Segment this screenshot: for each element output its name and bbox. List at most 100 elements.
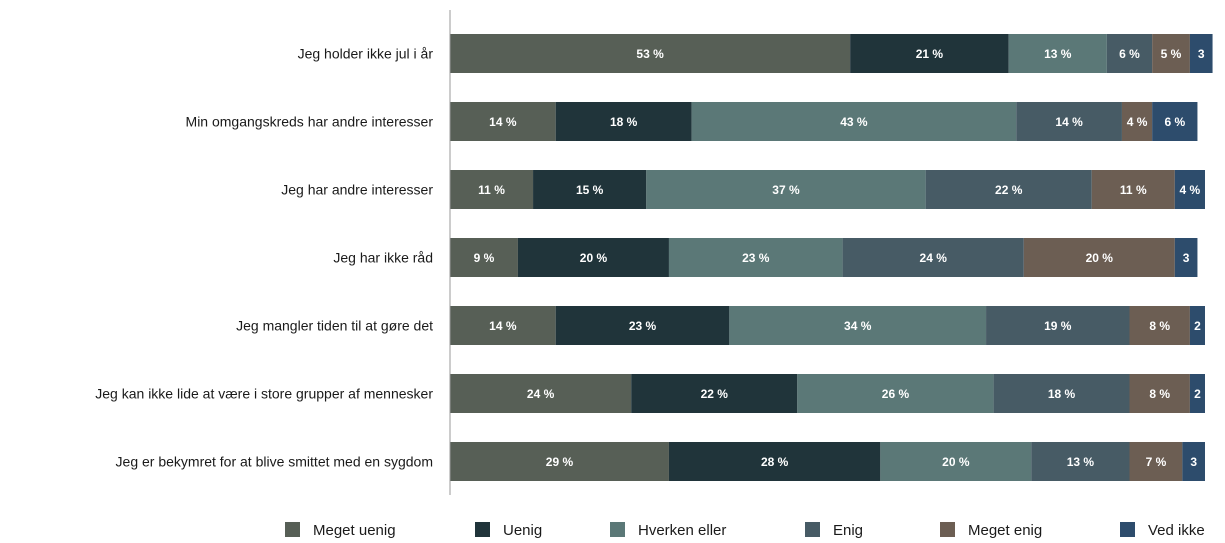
data-label: 11 %	[1120, 183, 1147, 197]
bar-segment	[797, 374, 994, 413]
legend-label: Enig	[833, 522, 863, 539]
bar-segment	[1106, 34, 1153, 73]
data-label: 24 %	[920, 251, 948, 265]
bar-segment	[450, 238, 518, 277]
data-label: 4 %	[1180, 183, 1201, 197]
category-label: Min omgangskreds har andre interesser	[186, 114, 434, 130]
bar-segment	[1129, 374, 1190, 413]
bar-segment	[1008, 34, 1107, 73]
bar-segment	[1174, 238, 1198, 277]
bar-segment	[450, 170, 534, 209]
data-label: 2	[1194, 319, 1201, 333]
legend-swatch	[1120, 522, 1135, 537]
data-label: 13 %	[1067, 455, 1095, 469]
data-label: 4 %	[1127, 115, 1148, 129]
bar-segment	[986, 306, 1130, 345]
bar-segment	[925, 170, 1092, 209]
bar-segment	[1189, 34, 1213, 73]
data-label: 23 %	[742, 251, 770, 265]
data-label: 22 %	[701, 387, 729, 401]
data-label: 28 %	[761, 455, 789, 469]
bar-segment	[1174, 170, 1205, 209]
bar-segment	[450, 442, 669, 481]
category-label: Jeg har ikke råd	[333, 250, 433, 266]
data-label: 6 %	[1119, 47, 1140, 61]
data-label: 29 %	[546, 455, 574, 469]
bar-segment	[850, 34, 1009, 73]
legend-label: Meget enig	[968, 522, 1042, 539]
bar-segment	[668, 238, 843, 277]
data-label: 5 %	[1161, 47, 1182, 61]
data-label: 34 %	[844, 319, 872, 333]
data-label: 53 %	[636, 47, 664, 61]
data-label: 8 %	[1149, 319, 1170, 333]
bar-segment	[1121, 102, 1153, 141]
bar-segment	[1091, 170, 1175, 209]
data-label: 18 %	[1048, 387, 1076, 401]
legend-label: Hverken eller	[638, 522, 726, 539]
data-label: 37 %	[772, 183, 800, 197]
data-label: 23 %	[629, 319, 657, 333]
legend-label: Ved ikke	[1148, 522, 1205, 539]
bar-segment	[880, 442, 1032, 481]
bar-segment	[450, 102, 556, 141]
data-label: 13 %	[1044, 47, 1072, 61]
bar-segment	[1023, 238, 1175, 277]
data-label: 3	[1183, 251, 1190, 265]
data-label: 26 %	[882, 387, 910, 401]
bar-segment	[533, 170, 647, 209]
bar-segment	[842, 238, 1024, 277]
category-label: Jeg holder ikke jul i år	[298, 46, 434, 62]
data-label: 2	[1194, 387, 1201, 401]
bar-segment	[450, 34, 851, 73]
bar-segment	[1182, 442, 1205, 481]
data-label: 9 %	[474, 251, 495, 265]
bar-segment	[517, 238, 669, 277]
bar-segment	[993, 374, 1130, 413]
bar-segment	[1016, 102, 1122, 141]
data-label: 19 %	[1044, 319, 1072, 333]
category-label: Jeg har andre interesser	[281, 182, 433, 198]
bar-segment	[555, 306, 730, 345]
data-label: 7 %	[1146, 455, 1167, 469]
data-label: 14 %	[489, 115, 517, 129]
data-label: 15 %	[576, 183, 604, 197]
legend-swatch	[805, 522, 820, 537]
legend-swatch	[475, 522, 490, 537]
data-label: 11 %	[478, 183, 505, 197]
bar-segment	[1129, 442, 1183, 481]
data-label: 18 %	[610, 115, 638, 129]
data-label: 3	[1198, 47, 1205, 61]
bar-segment	[691, 102, 1017, 141]
bar-segment	[450, 306, 556, 345]
bar-segment	[1189, 374, 1205, 413]
category-label: Jeg er bekymret for at blive smittet med…	[116, 454, 433, 470]
legend-swatch	[285, 522, 300, 537]
data-label: 8 %	[1149, 387, 1170, 401]
data-label: 3	[1190, 455, 1197, 469]
category-label: Jeg mangler tiden til at gøre det	[236, 318, 433, 334]
bar-segment	[450, 374, 632, 413]
legend-label: Meget uenig	[313, 522, 396, 539]
legend-label: Uenig	[503, 522, 542, 539]
bar-segment	[729, 306, 987, 345]
data-label: 21 %	[916, 47, 944, 61]
bar-segment	[668, 442, 881, 481]
bar-segment	[555, 102, 692, 141]
data-label: 14 %	[489, 319, 517, 333]
data-label: 14 %	[1055, 115, 1083, 129]
legend-swatch	[940, 522, 955, 537]
category-label: Jeg kan ikke lide at være i store gruppe…	[95, 386, 433, 402]
data-label: 24 %	[527, 387, 555, 401]
data-label: 6 %	[1164, 115, 1185, 129]
data-label: 20 %	[1086, 251, 1114, 265]
bar-segment	[1031, 442, 1130, 481]
bar-segment	[1189, 306, 1205, 345]
bar-segment	[631, 374, 798, 413]
data-label: 20 %	[942, 455, 970, 469]
bar-segment	[1129, 306, 1190, 345]
data-label: 22 %	[995, 183, 1023, 197]
bar-segment	[1152, 34, 1190, 73]
